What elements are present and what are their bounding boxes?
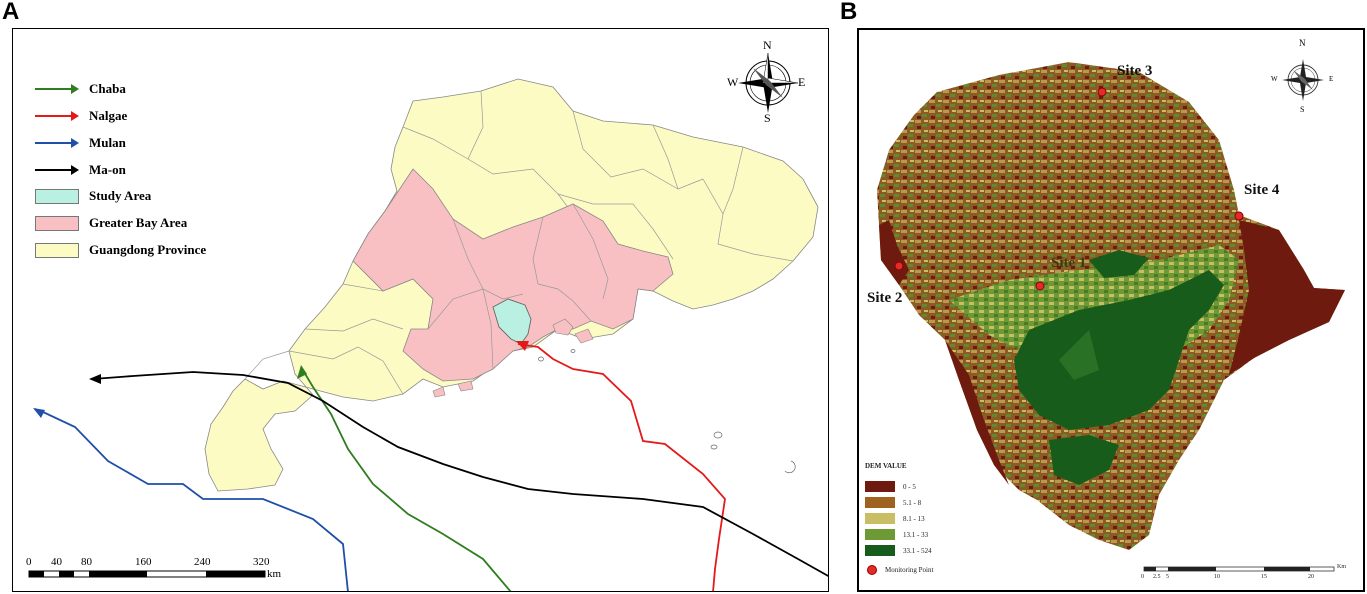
dem-class-33-524-region (1014, 270, 1224, 430)
track-chaba (300, 366, 512, 591)
scale-bar (1143, 566, 1335, 572)
dem-map (877, 59, 1345, 572)
dem-legend-label: 13.1 - 33 (903, 530, 929, 539)
dem-legend-item: 33.1 - 524 (865, 545, 932, 556)
guangdong-map (28, 52, 828, 591)
legend-label: Nalgae (89, 108, 128, 123)
scale-tick: 20 (1308, 574, 1314, 580)
monitoring-point-site-1 (1035, 281, 1045, 291)
dem-legend-item: 0 - 5 (865, 481, 916, 492)
legend-item-study-area: Study Area (35, 188, 151, 204)
compass-label-e: E (1329, 75, 1334, 83)
monitoring-points (894, 87, 1244, 291)
legend-item-guangdong-province: Guangdong Province (35, 242, 206, 258)
dem-class-0-5-region (1229, 220, 1345, 375)
track-line-icon (35, 165, 79, 175)
legend-item-mulan: Mulan (35, 135, 126, 151)
scale-tick: 160 (135, 556, 152, 568)
track-mulan (34, 408, 349, 591)
scale-tick: 80 (81, 556, 92, 568)
monitoring-point-legend: Monitoring Point (865, 565, 933, 575)
compass-label-e: E (798, 75, 806, 89)
scale-tick: 240 (194, 556, 211, 568)
legend-label: Chaba (89, 81, 126, 96)
swatch (865, 529, 895, 540)
legend-label: Mulan (89, 135, 126, 150)
compass-rose-icon (738, 52, 799, 113)
site-label-1: Site 1 (1051, 255, 1087, 271)
monitoring-point-site-2 (894, 261, 904, 271)
scale-tick: 320 (253, 556, 270, 568)
dem-map-panel: N S E W Site 3 Site 4 Site 1 Site 2 DEM … (857, 28, 1365, 592)
dem-legend-label: 33.1 - 524 (903, 546, 932, 555)
guangdong-map-panel: N S E W Chaba Nalgae Mulan Ma-on Study A… (12, 28, 829, 592)
small-islands (538, 349, 796, 474)
dem-legend-item: 8.1 - 13 (865, 513, 925, 524)
scale-bar (28, 570, 266, 578)
typhoon-tracks (34, 343, 828, 591)
swatch (865, 481, 895, 492)
scale-unit: Km (1337, 564, 1346, 570)
scale-tick: 0 (26, 556, 32, 568)
gba-boundaries (427, 203, 609, 370)
scale-tick: 15 (1261, 574, 1267, 580)
dem-legend-item: 13.1 - 33 (865, 529, 928, 540)
scale-tick: 2.5 (1153, 574, 1161, 580)
site-label-3: Site 3 (1117, 63, 1153, 79)
swatch (35, 188, 79, 204)
scale-tick: 40 (51, 556, 62, 568)
track-line-icon (35, 84, 79, 94)
legend-item-ma-on: Ma-on (35, 162, 126, 178)
track-nalgae (517, 343, 726, 591)
compass-label-n: N (1299, 38, 1306, 48)
legend-label: Study Area (89, 188, 152, 203)
legend-item-nalgae: Nalgae (35, 108, 127, 124)
monitoring-point-label: Monitoring Point (885, 566, 934, 574)
swatch (865, 497, 895, 508)
compass-label-s: S (764, 111, 771, 125)
monitoring-point-site-4 (1234, 211, 1244, 221)
gba-islands (432, 318, 594, 398)
dem-legend-item: 5.1 - 8 (865, 497, 921, 508)
swatch (35, 215, 79, 231)
swatch (865, 545, 895, 556)
dem-legend-label: 0 - 5 (903, 482, 916, 491)
scale-tick: 10 (1214, 574, 1220, 580)
scale-tick: 0 (1141, 574, 1144, 580)
dem-legend-title: DEM VALUE (865, 462, 907, 470)
compass-label-s: S (1300, 105, 1305, 114)
site-label-2: Site 2 (867, 290, 903, 306)
compass-rose-icon (1282, 59, 1324, 101)
site-label-4: Site 4 (1244, 182, 1280, 198)
monitoring-point-site-3 (1097, 87, 1107, 97)
scale-unit: km (267, 568, 282, 580)
track-line-icon (35, 138, 79, 148)
monitoring-point-icon (867, 565, 877, 575)
legend-label: Guangdong Province (89, 242, 207, 257)
track-arrowheads (33, 341, 529, 418)
legend-label: Greater Bay Area (89, 215, 188, 230)
dem-legend-label: 5.1 - 8 (903, 498, 922, 507)
track-line-icon (35, 111, 79, 121)
compass-label-w: W (1271, 75, 1278, 83)
legend-item-chaba: Chaba (35, 81, 126, 97)
swatch (35, 242, 79, 258)
compass-label-n: N (763, 38, 772, 52)
dem-legend-label: 8.1 - 13 (903, 514, 925, 523)
scale-tick: 5 (1166, 574, 1169, 580)
legend-label: Ma-on (89, 162, 126, 177)
swatch (865, 513, 895, 524)
legend-item-greater-bay-area: Greater Bay Area (35, 215, 187, 231)
compass-label-w: W (727, 75, 739, 89)
panel-a-letter: A (2, 0, 20, 25)
panel-b-letter: B (840, 0, 858, 25)
track-ma-on (92, 371, 828, 577)
greater-bay-area-region (352, 168, 674, 382)
study-area-region (492, 298, 532, 345)
